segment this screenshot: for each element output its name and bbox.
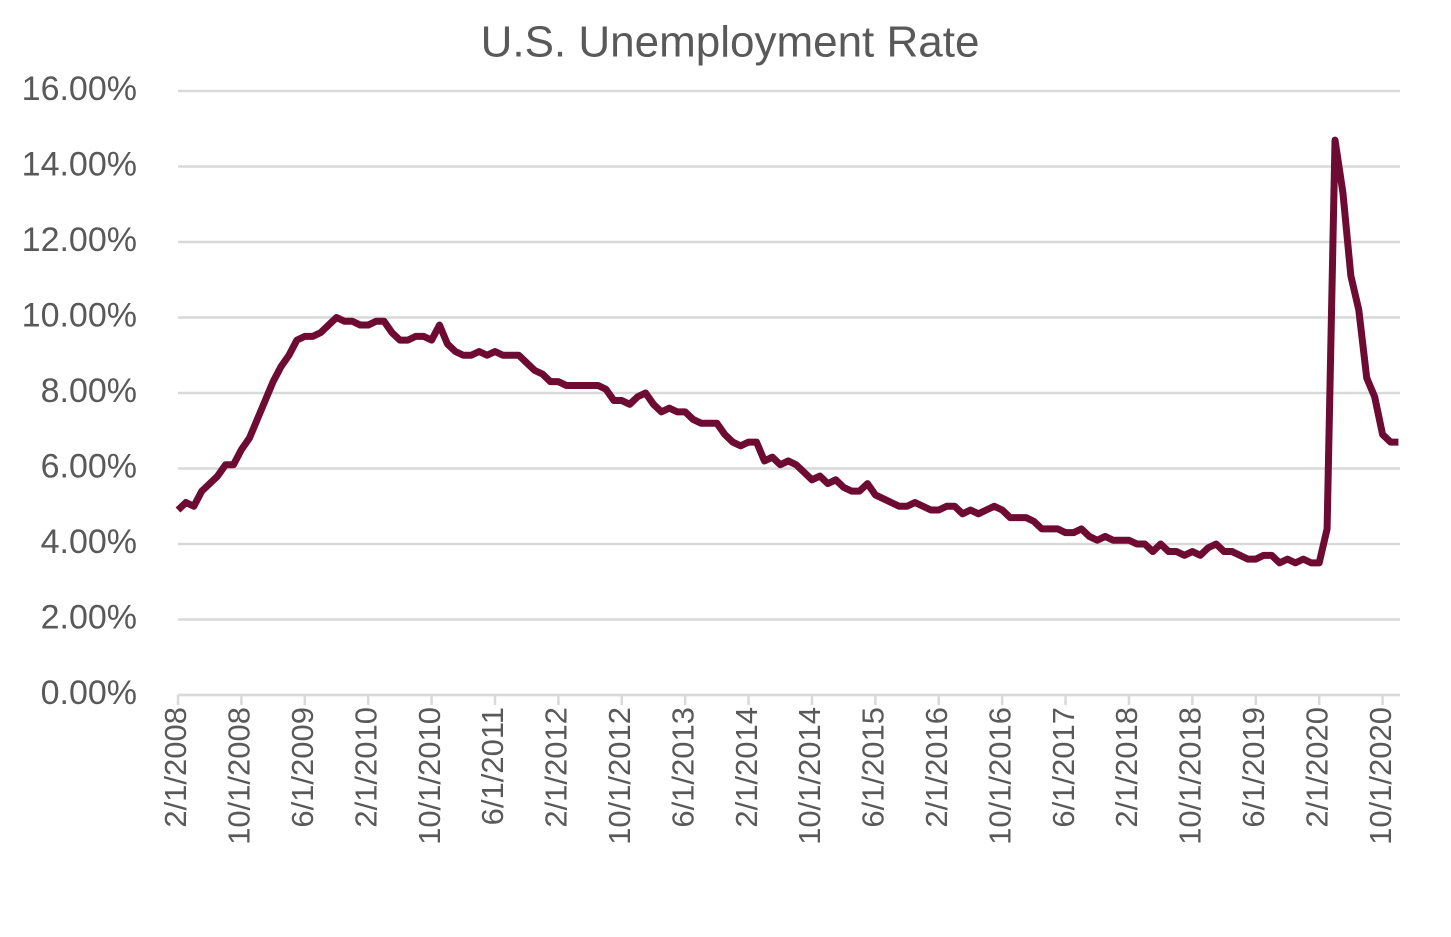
x-tick-label: 2/1/2010 xyxy=(348,707,383,828)
x-tick-label: 6/1/2017 xyxy=(1046,707,1081,828)
x-tick-label: 10/1/2018 xyxy=(1173,707,1208,845)
y-tick-label: 16.00% xyxy=(22,70,137,108)
x-tick-label: 10/1/2014 xyxy=(792,707,827,845)
x-tick-label: 6/1/2015 xyxy=(856,707,891,828)
chart-title: U.S. Unemployment Rate xyxy=(481,18,980,67)
x-tick-label: 2/1/2014 xyxy=(729,707,764,828)
x-tick-label: 10/1/2016 xyxy=(982,707,1017,845)
x-tick-label: 10/1/2020 xyxy=(1363,707,1398,845)
x-tick-label: 6/1/2019 xyxy=(1236,707,1271,828)
x-tick-label: 2/1/2008 xyxy=(158,707,193,828)
x-tick-label: 6/1/2011 xyxy=(475,707,510,825)
line-series xyxy=(175,136,1399,567)
x-tick-label: 2/1/2018 xyxy=(1109,707,1144,828)
x-tick-label: 10/1/2008 xyxy=(222,707,257,845)
y-tick-label: 4.00% xyxy=(41,523,137,561)
y-tick-label: 8.00% xyxy=(41,372,137,410)
y-tick-label: 14.00% xyxy=(22,145,137,183)
x-tick-label: 2/1/2016 xyxy=(919,707,954,828)
x-tick-label: 10/1/2012 xyxy=(602,707,637,845)
y-tick-label: 10.00% xyxy=(22,296,137,334)
y-tick-label: 0.00% xyxy=(41,674,137,712)
y-tick-label: 2.00% xyxy=(41,598,137,636)
x-tick-label: 6/1/2009 xyxy=(285,707,320,828)
y-tick-label: 12.00% xyxy=(22,221,137,259)
x-tick-label: 6/1/2013 xyxy=(665,707,700,828)
x-tick-label: 2/1/2020 xyxy=(1299,707,1334,828)
y-tick-label: 6.00% xyxy=(41,447,137,485)
x-tick-label: 10/1/2010 xyxy=(412,707,447,845)
x-tick-label: 2/1/2012 xyxy=(539,707,574,828)
